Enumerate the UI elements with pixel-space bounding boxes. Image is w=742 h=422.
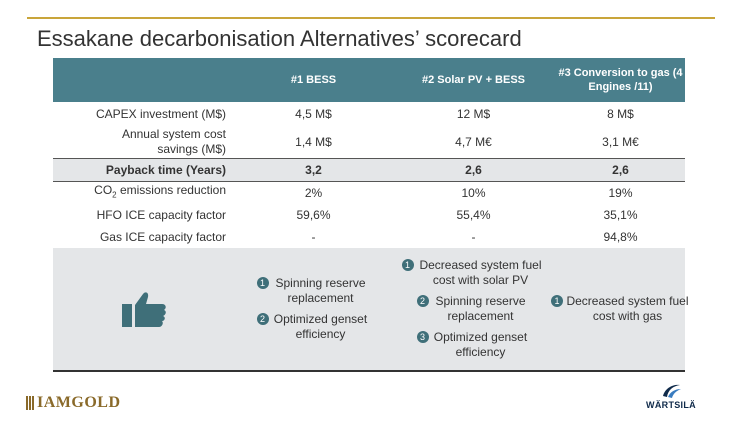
cell-value: 2,6 [465, 162, 482, 177]
pros-band: 1 Spinning reserve replacement 2 Optimiz… [53, 248, 689, 372]
pros-gas: 1 Decreased system fuel cost with gas [551, 291, 689, 327]
row-label: CAPEX investment (M$) [95, 106, 226, 121]
pro-item: 1 Decreased system fuel cost with gas [551, 294, 690, 324]
pro-text: Spinning reserve replacement [275, 276, 366, 305]
row-label: HFO ICE capacity factor [96, 207, 226, 222]
cell-value: 1,4 M$ [295, 134, 332, 149]
cell-value: 12 M$ [456, 106, 491, 121]
number-badge: 1 [551, 295, 563, 307]
number-badge: 1 [401, 259, 414, 271]
table-row: CO2 emissions reduction 2% 10% 19% [53, 182, 685, 204]
scorecard-table: #1 BESS #2 Solar PV + BESS #3 Conversion… [53, 58, 689, 372]
pros-solar-bess: 1 Decreased system fuel cost with solar … [391, 255, 556, 363]
cell-value: 8 M$ [607, 106, 634, 121]
row-label: Payback time (Years) [105, 162, 226, 177]
top-rule [27, 17, 715, 19]
pro-item: 2 Optimized genset efficiency [256, 312, 371, 342]
header-bess: #1 BESS [290, 74, 337, 86]
label-co: CO [94, 183, 113, 198]
table-header: #1 BESS #2 Solar PV + BESS #3 Conversion… [53, 58, 685, 102]
pro-text: Decreased system fuel cost with gas [566, 294, 689, 323]
pro-text: Optimized genset efficiency [433, 330, 528, 359]
cell-value: 55,4% [456, 207, 491, 222]
cell-value: 59,6% [296, 207, 331, 222]
pros-bess: 1 Spinning reserve replacement 2 Optimiz… [236, 273, 391, 345]
pro-text: Spinning reserve replacement [435, 294, 526, 323]
pro-item: 1 Decreased system fuel cost with solar … [401, 258, 546, 288]
cell-value: 3,2 [305, 162, 322, 177]
pro-text: Decreased system fuel cost with solar PV [419, 258, 542, 287]
table-row: Gas ICE capacity factor - - 94,8% [53, 226, 685, 248]
thumbs-up-icon [53, 289, 236, 329]
table-row: Annual system cost savings (M$) 1,4 M$ 4… [53, 126, 685, 158]
iamgold-wordmark: IAMGOLD [37, 394, 121, 411]
cell-value: 3,1 M€ [602, 134, 639, 149]
row-label: Annual system cost savings (M$) [121, 127, 226, 156]
table-row: HFO ICE capacity factor 59,6% 55,4% 35,1… [53, 204, 685, 226]
cell-value: 4,7 M€ [455, 134, 492, 149]
iamgold-mark-icon [26, 396, 34, 410]
page-title: Essakane decarbonisation Alternatives’ s… [37, 26, 522, 51]
pro-item: 2 Spinning reserve replacement [416, 294, 531, 324]
number-badge: 2 [416, 295, 429, 307]
cell-value: 2,6 [612, 162, 629, 177]
header-gas: #3 Conversion to gas (4 Engines /11) [558, 67, 683, 93]
row-label: CO2 emissions reduction [53, 183, 236, 202]
wartsila-logo: WÄRTSILÄ [636, 372, 706, 410]
number-badge: 2 [256, 313, 269, 325]
cell-value: 2% [304, 185, 323, 200]
pro-item: 1 Spinning reserve replacement [256, 276, 371, 306]
header-solar-bess: #2 Solar PV + BESS [421, 74, 526, 86]
pro-text: Optimized genset efficiency [273, 312, 368, 341]
cell-value: - [311, 229, 316, 244]
table-row-highlight: Payback time (Years) 3,2 2,6 2,6 [53, 158, 685, 182]
label-rest: emissions reduction [116, 183, 226, 198]
cell-value: 4,5 M$ [295, 106, 332, 121]
wartsila-wordmark: WÄRTSILÄ [646, 400, 696, 410]
table-row: CAPEX investment (M$) 4,5 M$ 12 M$ 8 M$ [53, 102, 685, 126]
wartsila-swoosh-icon [663, 384, 681, 398]
cell-value: 94,8% [603, 229, 638, 244]
cell-value: - [471, 229, 476, 244]
cell-value: 35,1% [603, 207, 638, 222]
row-label: Gas ICE capacity factor [99, 229, 226, 244]
label-subscript: 2 [112, 190, 117, 200]
cell-value: 19% [608, 185, 633, 200]
number-badge: 1 [256, 277, 269, 289]
pro-item: 3 Optimized genset efficiency [416, 330, 531, 360]
number-badge: 3 [416, 331, 429, 343]
iamgold-logo: IAMGOLD [26, 394, 121, 412]
cell-value: 10% [461, 185, 486, 200]
